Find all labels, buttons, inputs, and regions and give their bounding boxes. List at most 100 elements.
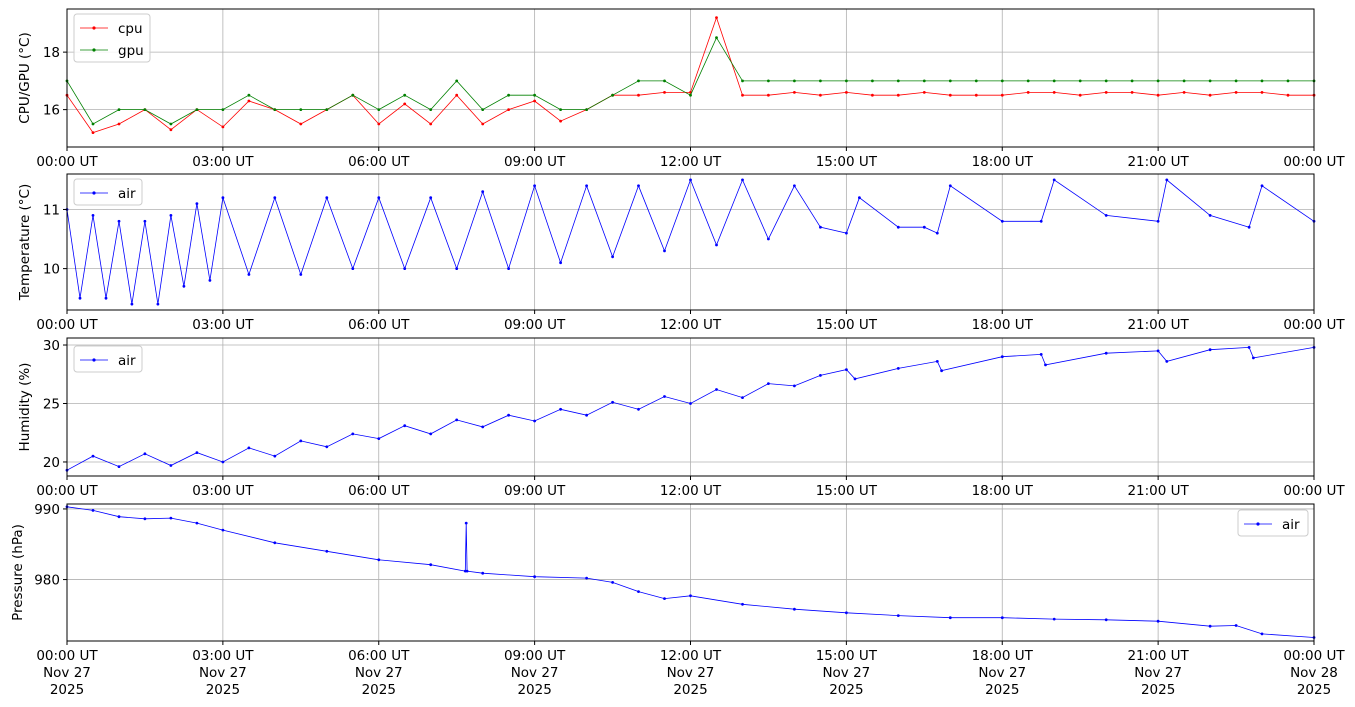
data-point-cpu xyxy=(948,93,952,97)
x-tick-label: 21:00 UT xyxy=(1127,483,1189,499)
data-point-gpu xyxy=(507,93,510,97)
x-tick-label: 18:00 UT Nov 27 2025 xyxy=(972,648,1034,698)
data-point-air xyxy=(1156,349,1160,353)
data-point-gpu xyxy=(169,122,173,126)
data-point-cpu xyxy=(1052,91,1056,94)
data-point-cpu xyxy=(845,91,848,94)
data-point-air xyxy=(377,196,381,200)
data-point-cpu xyxy=(741,93,744,97)
data-point-air xyxy=(403,267,407,270)
data-point-gpu xyxy=(429,108,433,111)
data-point-gpu xyxy=(1104,79,1108,83)
panel-1: 16 18 00:00 UT 03:00 UT 06:00 UT 09:00 UT 12:0… xyxy=(17,8,1345,170)
data-point-air xyxy=(169,464,173,467)
data-point-air xyxy=(611,400,614,404)
data-point-air xyxy=(325,196,329,200)
data-point-air xyxy=(247,273,251,276)
y-tick-label: 990 xyxy=(34,502,60,518)
data-point-gpu xyxy=(948,79,952,83)
x-tick-label: 12:00 UT xyxy=(660,483,722,499)
data-point-air xyxy=(896,614,900,617)
data-point-cpu xyxy=(793,91,796,94)
y-axis-label: Pressure (hPa) xyxy=(10,524,26,621)
data-point-air xyxy=(104,296,108,300)
data-point-gpu xyxy=(351,93,355,97)
y-tick-label: 980 xyxy=(34,573,60,589)
legend-box xyxy=(1237,509,1309,537)
data-point-cpu xyxy=(1156,93,1160,97)
data-point-air xyxy=(221,196,225,200)
y-tick-label: 25 xyxy=(43,396,60,412)
legend-box xyxy=(73,178,143,206)
data-point-air xyxy=(117,515,121,519)
panel-2: 10 11 00:00 UT 03:00 UT 06:00 UT 09:00 UT 12:0… xyxy=(17,173,1345,333)
data-point-cpu xyxy=(481,122,485,126)
data-point-gpu xyxy=(1130,79,1134,83)
data-point-air xyxy=(663,249,666,253)
data-point-air xyxy=(169,516,173,520)
x-tick-label: 03:00 UT xyxy=(192,154,254,170)
data-point-gpu xyxy=(559,108,562,111)
legend-label-cpu: cpu xyxy=(118,21,143,37)
x-tick-label: 09:00 UT xyxy=(504,317,566,333)
data-point-air xyxy=(858,196,861,200)
data-point-air xyxy=(845,611,848,615)
x-tick-label: 00:00 UT xyxy=(36,483,98,499)
x-tick-label: 12:00 UT xyxy=(660,154,722,170)
data-point-gpu xyxy=(871,79,874,83)
data-point-air xyxy=(1000,219,1004,223)
x-tick-label: 15:00 UT xyxy=(816,154,878,170)
data-point-air xyxy=(429,563,433,567)
data-point-air xyxy=(351,432,355,436)
data-point-air xyxy=(637,590,640,593)
data-point-air xyxy=(1252,356,1255,360)
data-point-cpu xyxy=(896,93,900,97)
data-point-cpu xyxy=(637,93,640,97)
legend-label-air: air xyxy=(118,353,136,369)
x-tick-label: 15:00 UT Nov 27 2025 xyxy=(816,648,878,698)
data-point-gpu xyxy=(377,108,381,111)
data-point-air xyxy=(117,219,121,223)
y-axis-label: Humidity (%) xyxy=(17,363,33,452)
data-point-air xyxy=(143,452,147,456)
y-axis-label: CPU/GPU (°C) xyxy=(17,32,33,123)
data-point-gpu xyxy=(1286,79,1290,83)
data-point-air xyxy=(637,184,640,188)
data-point-air xyxy=(507,267,510,270)
data-point-cpu xyxy=(377,122,381,126)
data-point-air xyxy=(1052,178,1056,182)
data-point-air xyxy=(299,439,303,443)
data-point-cpu xyxy=(559,119,562,123)
data-point-air xyxy=(663,395,666,398)
data-point-air xyxy=(1039,219,1043,223)
data-point-cpu xyxy=(1104,91,1108,94)
x-tick-label: 00:00 UT xyxy=(1283,317,1345,333)
y-tick-label: 10 xyxy=(43,262,60,278)
data-point-air xyxy=(1052,617,1056,621)
data-point-air xyxy=(533,419,536,423)
x-tick-label: 21:00 UT Nov 27 2025 xyxy=(1127,648,1189,698)
legend-marker-air xyxy=(92,358,96,362)
data-point-air xyxy=(793,384,796,388)
x-tick-label: 09:00 UT xyxy=(504,154,566,170)
data-point-gpu xyxy=(91,122,95,126)
data-point-cpu xyxy=(715,16,718,19)
data-point-cpu xyxy=(1208,93,1212,97)
x-tick-label: 03:00 UT xyxy=(192,483,254,499)
data-point-air xyxy=(221,460,225,464)
legend-label-gpu: gpu xyxy=(118,43,144,59)
x-tick-label: 18:00 UT xyxy=(972,483,1034,499)
data-point-air xyxy=(940,369,943,373)
data-point-air xyxy=(1000,616,1004,620)
data-point-air xyxy=(741,178,744,182)
data-point-gpu xyxy=(325,108,329,111)
data-point-air xyxy=(507,413,510,417)
data-point-air xyxy=(169,214,173,217)
data-point-air xyxy=(91,454,95,458)
data-point-air xyxy=(481,571,485,575)
data-point-cpu xyxy=(403,102,407,106)
data-point-air xyxy=(637,407,640,411)
data-point-cpu xyxy=(507,108,510,111)
data-point-air xyxy=(922,225,926,229)
data-point-air xyxy=(1165,178,1169,182)
